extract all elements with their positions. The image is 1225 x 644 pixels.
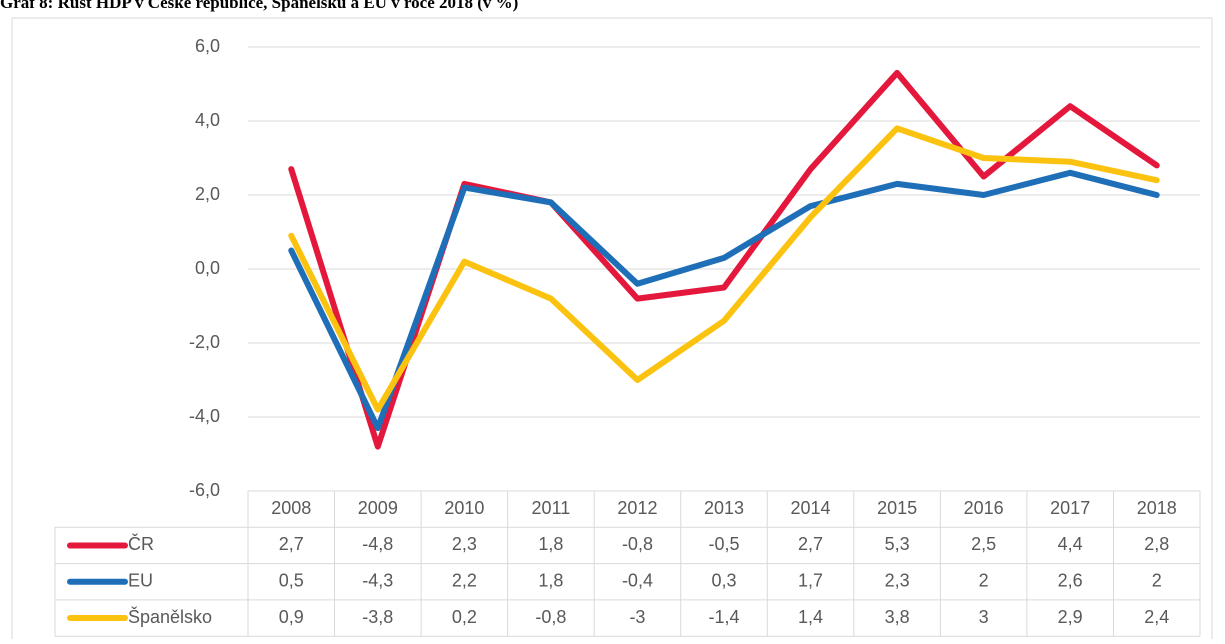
table-value: 2,8 — [1144, 534, 1169, 554]
table-value: 2,3 — [885, 571, 910, 591]
x-tick-label: 2009 — [358, 498, 398, 518]
table-value: -0,8 — [622, 534, 653, 554]
table-value: 1,8 — [538, 534, 563, 554]
table-value: 0,2 — [452, 607, 477, 627]
table-value: 2,3 — [452, 534, 477, 554]
table-value: 1,7 — [798, 571, 823, 591]
table-value: 0,9 — [279, 607, 304, 627]
legend-label: Španělsko — [128, 606, 212, 627]
x-tick-label: 2011 — [532, 498, 571, 518]
table-value: -4,8 — [362, 534, 393, 554]
table-value: -0,5 — [708, 534, 739, 554]
table-value: 1,8 — [538, 571, 563, 591]
y-tick-label: -4,0 — [189, 406, 220, 426]
table-value: 2,2 — [452, 571, 477, 591]
y-tick-label: -2,0 — [189, 332, 220, 352]
x-tick-label: 2012 — [617, 498, 657, 518]
table-value: 2,5 — [971, 534, 996, 554]
series-line — [288, 169, 1160, 432]
table-value: 1,4 — [798, 607, 823, 627]
table-value: -3,8 — [362, 607, 393, 627]
table-value: -3 — [629, 607, 645, 627]
x-tick-label: 2010 — [444, 498, 484, 518]
x-tick-label: 2013 — [704, 498, 744, 518]
table-value: 2,4 — [1144, 607, 1169, 627]
table-value: 3,8 — [885, 607, 910, 627]
x-tick-label: 2015 — [877, 498, 917, 518]
table-value: -4,3 — [362, 571, 393, 591]
legend-label: EU — [128, 571, 153, 591]
table-value: 2,9 — [1058, 607, 1083, 627]
y-tick-label: 4,0 — [195, 110, 220, 130]
table-value: 0,3 — [711, 571, 736, 591]
table-value: 2 — [979, 571, 989, 591]
y-tick-label: -6,0 — [189, 480, 220, 500]
legend-label: ČR — [128, 533, 154, 554]
table-value: -0,8 — [535, 607, 566, 627]
table-value: 4,4 — [1058, 534, 1083, 554]
series-line — [288, 125, 1160, 413]
table-value: -1,4 — [708, 607, 739, 627]
chart-title: Graf 8: Růst HDP v České republice, Špan… — [0, 0, 518, 12]
table-value: 2,6 — [1058, 571, 1083, 591]
x-tick-label: 2016 — [964, 498, 1004, 518]
table-value: 2 — [1152, 571, 1162, 591]
chart-frame — [11, 17, 1213, 644]
table-value: -0,4 — [622, 571, 653, 591]
y-tick-label: 6,0 — [195, 36, 220, 56]
table-value: 2,7 — [279, 534, 304, 554]
table-value: 2,7 — [798, 534, 823, 554]
x-tick-label: 2014 — [791, 498, 831, 518]
y-tick-label: 2,0 — [195, 184, 220, 204]
x-tick-label: 2017 — [1050, 498, 1090, 518]
table-value: 5,3 — [885, 534, 910, 554]
x-tick-label: 2008 — [271, 498, 311, 518]
table-value: 0,5 — [279, 571, 304, 591]
y-tick-label: 0,0 — [195, 258, 220, 278]
table-value: 3 — [979, 607, 989, 627]
x-tick-label: 2018 — [1137, 498, 1177, 518]
